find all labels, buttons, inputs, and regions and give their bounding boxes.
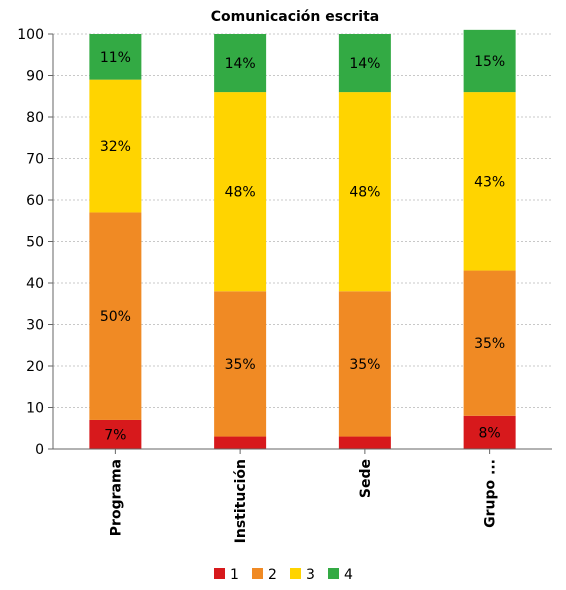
bar-segment-1 <box>89 419 142 449</box>
y-tick-label: 20 <box>26 359 44 375</box>
data-label: 14% <box>225 56 256 72</box>
data-label: 15% <box>474 54 505 70</box>
grid-lines <box>53 33 552 408</box>
y-tick-label: 90 <box>26 69 44 85</box>
y-tick-label: 50 <box>26 235 44 251</box>
y-axis: 0 10 20 30 40 50 60 70 80 90 100 <box>17 27 54 458</box>
y-tick-label: 30 <box>26 318 44 334</box>
data-label: 48% <box>225 185 256 201</box>
bar-segment-3 <box>89 79 142 213</box>
data-label: 48% <box>349 185 380 201</box>
legend-swatch <box>328 568 339 579</box>
y-tick-label: 70 <box>26 152 44 168</box>
y-tick-label: 100 <box>17 27 44 43</box>
y-tick-label: 60 <box>26 193 44 209</box>
bars: 7% 50% 32% 11% 35% 48% 14% 35% 48% 14% 8% 35% 43% 15% <box>89 29 516 449</box>
bar-segment-3 <box>338 92 391 292</box>
category-label: Sede <box>358 459 374 498</box>
x-axis: Programa Institución Sede Grupo ... <box>53 448 552 543</box>
legend-label: 4 <box>344 567 353 583</box>
bar-segment-4 <box>463 29 516 93</box>
legend-label: 1 <box>230 567 239 583</box>
y-tick-label: 80 <box>26 110 44 126</box>
bar-segment-2 <box>338 291 391 437</box>
legend-swatch <box>290 568 301 579</box>
data-label: 35% <box>349 357 380 373</box>
data-label: 8% <box>479 425 501 441</box>
bar-segment-3 <box>463 92 516 271</box>
bar-segment-1 <box>338 436 391 449</box>
data-label: 7% <box>104 427 126 443</box>
data-label: 32% <box>100 139 131 155</box>
data-label: 43% <box>474 174 505 190</box>
category-label: Grupo ... <box>483 459 499 528</box>
legend-label: 2 <box>268 567 277 583</box>
legend-swatch <box>252 568 263 579</box>
bar-segment-4 <box>89 34 142 80</box>
bar-segment-1 <box>463 415 516 449</box>
bar-segment-2 <box>463 270 516 416</box>
legend: 1 2 3 4 <box>214 567 353 583</box>
data-label: 14% <box>349 56 380 72</box>
chart-title: Comunicación escrita <box>211 9 380 25</box>
bar-segment-3 <box>214 92 267 292</box>
y-tick-label: 10 <box>26 401 44 417</box>
data-label: 11% <box>100 50 131 66</box>
bar-segment-2 <box>214 291 267 437</box>
legend-label: 3 <box>306 567 315 583</box>
y-tick-label: 0 <box>35 442 44 458</box>
bar-segment-4 <box>338 34 391 93</box>
bar-segment-2 <box>89 212 142 420</box>
y-tick-label: 40 <box>26 276 44 292</box>
legend-swatch <box>214 568 225 579</box>
category-label: Programa <box>108 459 124 536</box>
bar-segment-1 <box>214 436 267 449</box>
data-label: 35% <box>474 336 505 352</box>
category-label: Institución <box>233 459 249 543</box>
data-label: 50% <box>100 309 131 325</box>
data-label: 35% <box>225 357 256 373</box>
bar-segment-4 <box>214 34 267 93</box>
